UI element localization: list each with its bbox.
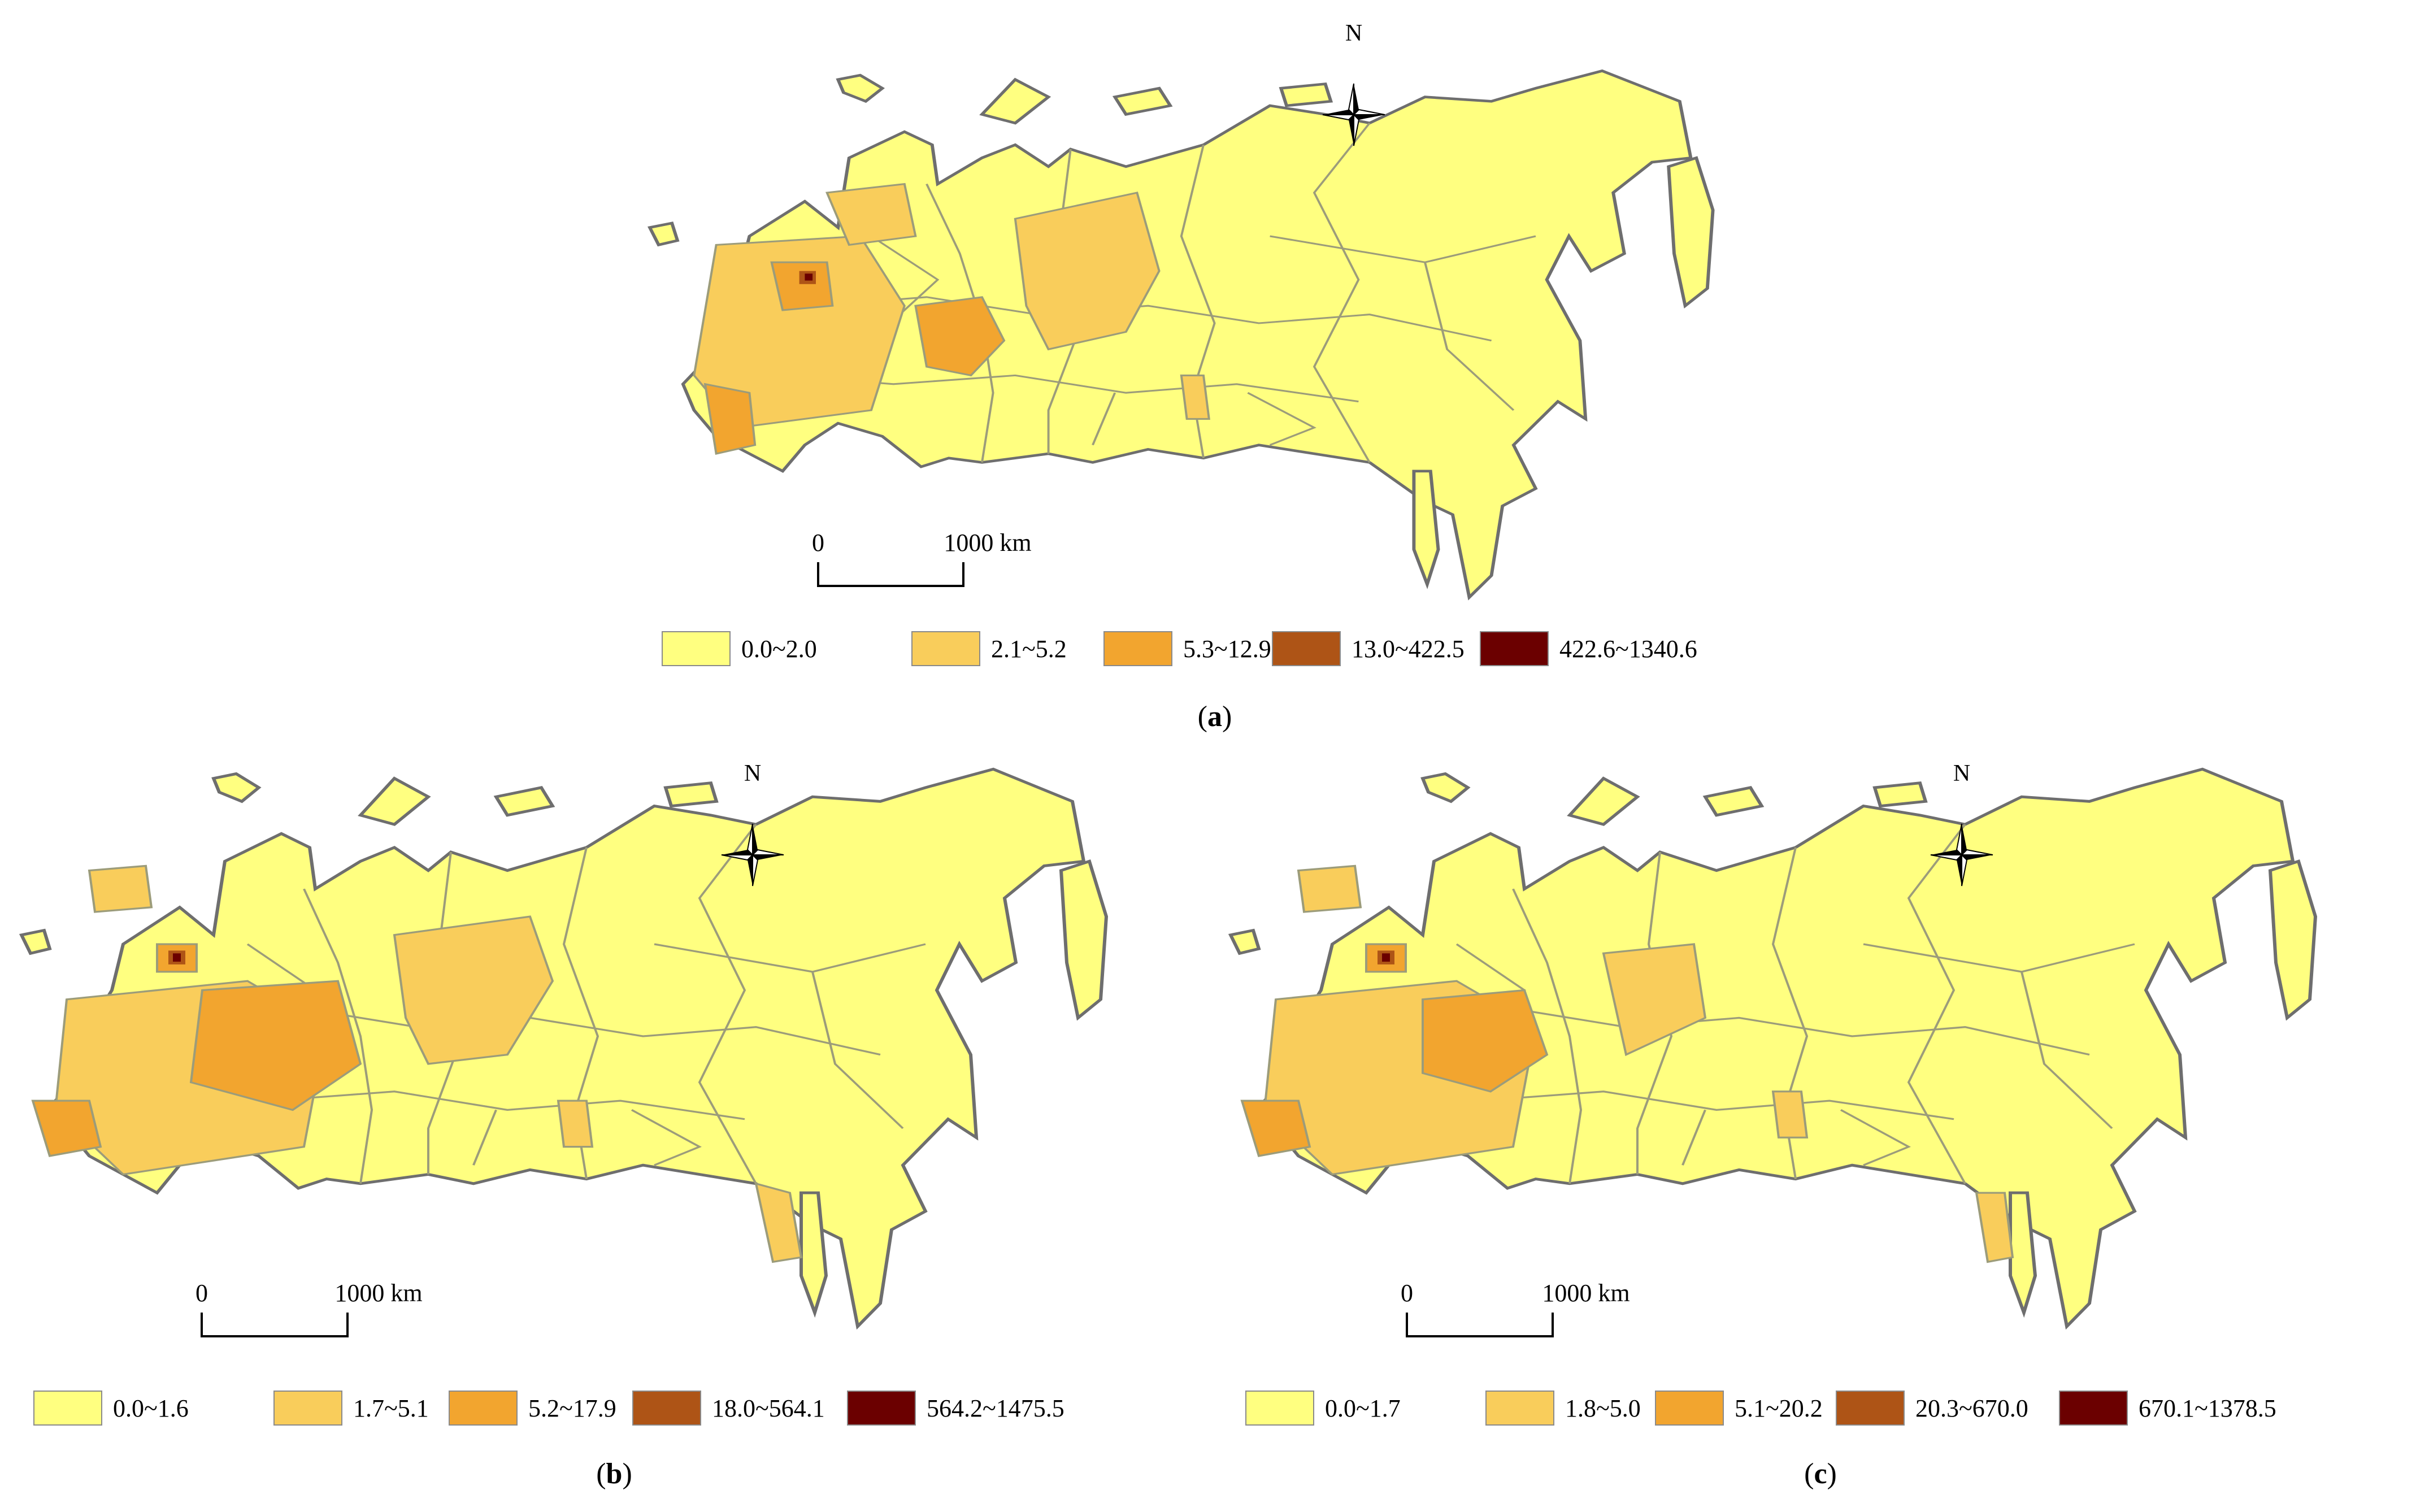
scale-bar-b: 0 1000 km — [195, 1279, 423, 1337]
caption-b: (b) — [596, 1458, 632, 1490]
legend-swatch-a-5 — [1480, 631, 1549, 666]
scale-distance-a: 1000 km — [944, 529, 1031, 557]
legend-label-a-5: 422.6~1340.6 — [1559, 635, 1697, 663]
legend-swatch-c-5 — [2059, 1391, 2128, 1426]
legend-label-a-1: 0.0~2.0 — [741, 635, 817, 663]
legend-swatch-c-3 — [1655, 1391, 1724, 1426]
legend-label-c-3: 5.1~20.2 — [1735, 1394, 1823, 1422]
scale-bar-a: 0 1000 km — [812, 529, 1032, 587]
scale-distance-c: 1000 km — [1542, 1279, 1630, 1307]
legend-swatch-b-1 — [33, 1391, 102, 1426]
shaded-regions-b — [31, 864, 803, 1263]
legend-swatch-b-2 — [273, 1391, 342, 1426]
scale-bar-c: 0 1000 km — [1401, 1279, 1630, 1337]
legend-label-a-4: 13.0~422.5 — [1352, 635, 1465, 663]
legend-c: 0.0~1.7 1.8~5.0 5.1~20.2 20.3~670.0 670.1~13… — [1245, 1391, 2276, 1426]
scale-distance-b: 1000 km — [334, 1279, 422, 1307]
scale-zero-c: 0 — [1401, 1279, 1413, 1307]
legend-swatch-a-4 — [1272, 631, 1341, 666]
scale-zero-a: 0 — [812, 529, 824, 557]
legend-label-c-1: 0.0~1.7 — [1325, 1394, 1401, 1422]
panel-c: N 0 1000 km 0.0~1.7 1.8~5.0 5.1~20.2 20.3~6… — [1231, 761, 2315, 1490]
legend-swatch-b-5 — [847, 1391, 916, 1426]
caption-c: (c) — [1804, 1458, 1837, 1490]
legend-swatch-c-4 — [1836, 1391, 1905, 1426]
north-label-c: N — [1953, 761, 1970, 787]
legend-label-c-5: 670.1~1378.5 — [2139, 1394, 2276, 1422]
legend-b: 0.0~1.6 1.7~5.1 5.2~17.9 18.0~564.1 564.2~14… — [33, 1391, 1064, 1426]
legend-label-b-2: 1.7~5.1 — [353, 1394, 429, 1422]
legend-swatch-b-3 — [449, 1391, 518, 1426]
legend-label-b-3: 5.2~17.9 — [528, 1394, 616, 1422]
panel-a: N 0 1000 km 0.0~2.0 2.1~5.2 5.3~12.9 13.0~4… — [650, 20, 1713, 733]
legend-swatch-a-2 — [911, 631, 980, 666]
legend-swatch-a-3 — [1103, 631, 1172, 666]
legend-swatch-c-2 — [1485, 1391, 1554, 1426]
legend-label-c-2: 1.8~5.0 — [1565, 1394, 1641, 1422]
panel-b: N 0 1000 km 0.0~1.6 1.7~5.1 5.2~17.9 18.0~5… — [21, 761, 1106, 1490]
legend-a: 0.0~2.0 2.1~5.2 5.3~12.9 13.0~422.5 422.6~13… — [662, 631, 1697, 666]
map-b — [21, 769, 1106, 1326]
shaded-regions-c — [1240, 864, 2014, 1263]
north-label-b: N — [744, 761, 761, 787]
caption-a: (a) — [1198, 701, 1232, 733]
shaded-regions-a — [693, 183, 1210, 455]
legend-label-b-4: 18.0~564.1 — [712, 1394, 825, 1422]
legend-label-b-1: 0.0~1.6 — [113, 1394, 189, 1422]
legend-label-c-4: 20.3~670.0 — [1915, 1394, 2028, 1422]
legend-swatch-b-4 — [632, 1391, 701, 1426]
map-a — [650, 71, 1713, 597]
scale-zero-b: 0 — [195, 1279, 208, 1307]
legend-label-a-2: 2.1~5.2 — [991, 635, 1067, 663]
legend-label-b-5: 564.2~1475.5 — [927, 1394, 1064, 1422]
legend-label-a-3: 5.3~12.9 — [1183, 635, 1271, 663]
legend-swatch-c-1 — [1245, 1391, 1314, 1426]
map-c — [1231, 769, 2315, 1326]
north-label-a: N — [1345, 20, 1362, 46]
legend-swatch-a-1 — [662, 631, 731, 666]
